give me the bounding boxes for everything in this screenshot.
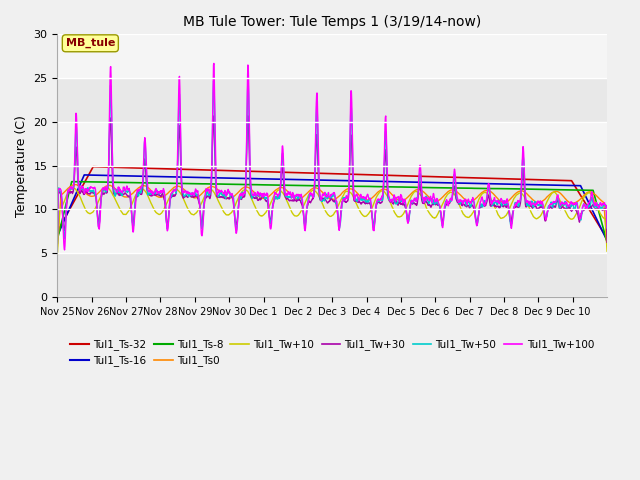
Bar bbox=[58, 35, 607, 78]
Text: MB_tule: MB_tule bbox=[66, 38, 115, 48]
Bar bbox=[58, 253, 607, 297]
Legend: Tul1_Ts-32, Tul1_Ts-16, Tul1_Ts-8, Tul1_Ts0, Tul1_Tw+10, Tul1_Tw+30, Tul1_Tw+50,: Tul1_Ts-32, Tul1_Ts-16, Tul1_Ts-8, Tul1_… bbox=[67, 335, 598, 371]
Title: MB Tule Tower: Tule Temps 1 (3/19/14-now): MB Tule Tower: Tule Temps 1 (3/19/14-now… bbox=[183, 15, 481, 29]
Y-axis label: Temperature (C): Temperature (C) bbox=[15, 115, 28, 216]
Bar bbox=[58, 78, 607, 122]
Bar bbox=[58, 122, 607, 166]
Bar bbox=[58, 209, 607, 253]
Bar bbox=[58, 166, 607, 209]
